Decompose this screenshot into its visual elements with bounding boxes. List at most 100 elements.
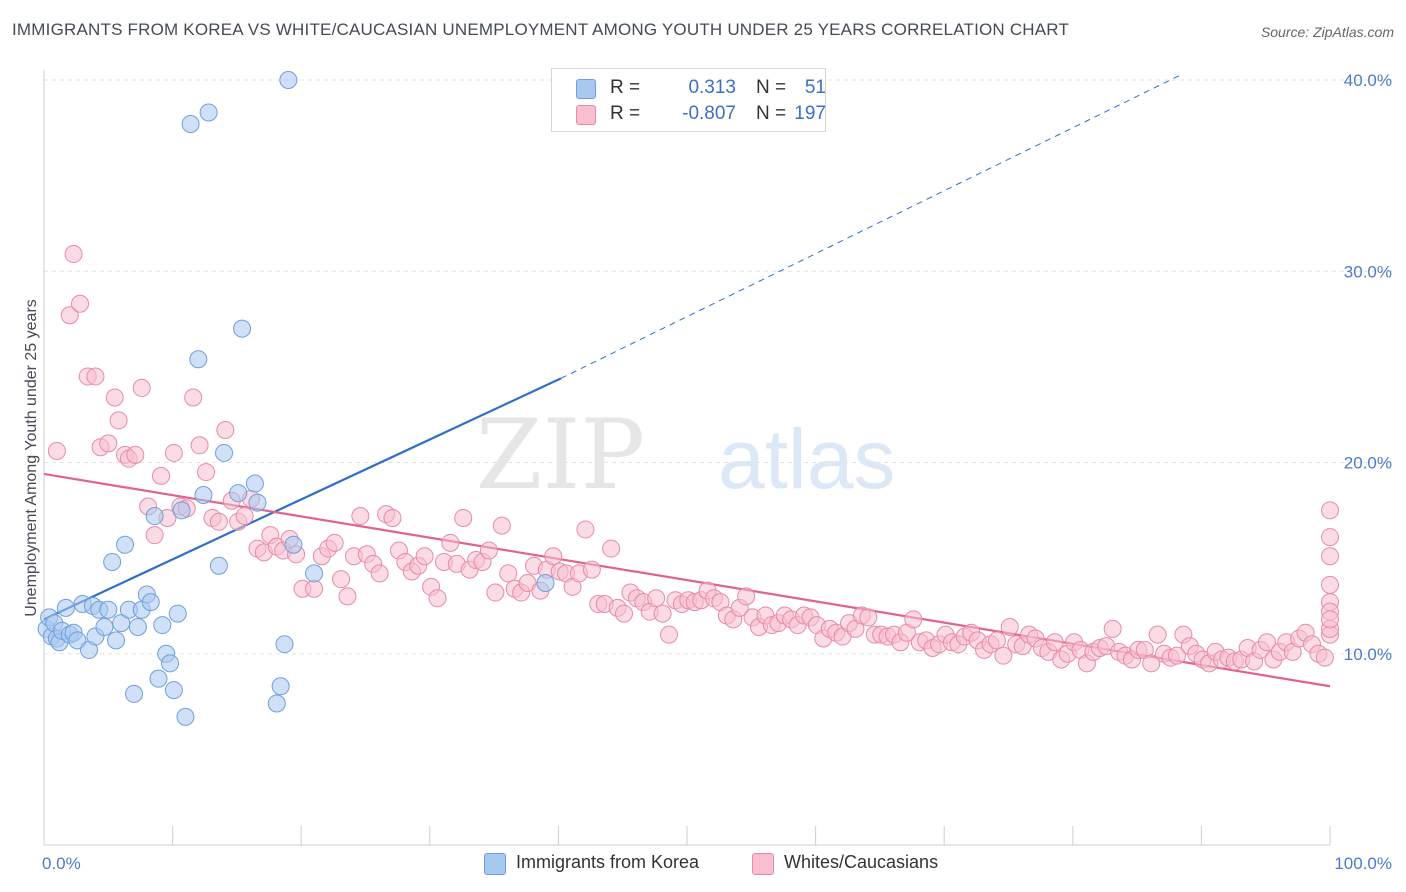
korea-point: [145, 507, 164, 526]
korea-point: [176, 707, 195, 726]
whites-point: [1321, 547, 1339, 566]
korea-point: [536, 573, 555, 592]
korea-point: [99, 600, 118, 619]
korea-point: [229, 484, 248, 503]
whites-point: [492, 516, 511, 535]
whites-point: [653, 604, 672, 623]
whites-point: [1321, 610, 1339, 629]
whites-point: [152, 466, 171, 485]
whites-point: [190, 436, 209, 455]
whites-point: [164, 443, 183, 462]
whites-point: [647, 589, 666, 608]
whites-point: [994, 646, 1013, 665]
watermark: ZIP atlas: [476, 399, 896, 511]
watermark-atlas: atlas: [718, 412, 895, 506]
bottom-legend-swatch-korea: [484, 853, 506, 875]
whites-point: [582, 560, 601, 579]
whites-point: [86, 367, 105, 386]
korea-point: [168, 604, 187, 623]
immigrants-korea-points: [37, 71, 555, 726]
legend-n-value: 51: [804, 77, 826, 98]
whites-point: [454, 508, 473, 527]
gridlines: [44, 79, 1392, 655]
whites-point: [305, 579, 324, 598]
korea-point: [248, 493, 267, 512]
whites-point: [479, 541, 498, 560]
korea-point: [107, 631, 126, 650]
legend-r-value: 0.313: [688, 77, 736, 98]
bottom-legend-swatch-whites: [752, 853, 774, 875]
whites-point: [987, 631, 1006, 650]
whites-point: [441, 533, 460, 552]
korea-point: [199, 103, 218, 122]
whites-point: [71, 294, 90, 313]
korea-point: [125, 684, 144, 703]
y-tick-label: 20.0%: [1344, 454, 1392, 473]
whites-point: [145, 526, 164, 545]
korea-point: [128, 617, 147, 636]
korea-point: [95, 617, 114, 636]
whites-point: [1167, 646, 1186, 665]
korea-point: [245, 474, 264, 493]
whites-point: [1315, 648, 1334, 667]
y-tick-labels: 10.0% 20.0% 30.0% 40.0%: [1344, 71, 1392, 664]
whites-point: [332, 570, 351, 589]
whites-point: [486, 583, 505, 602]
bottom-legend-label-whites: Whites/Caucasians: [784, 852, 939, 872]
legend-swatch-korea: [576, 79, 596, 99]
whites-caucasians-points: [47, 245, 1339, 673]
whites-point: [1045, 633, 1064, 652]
korea-point: [161, 654, 180, 673]
whites-point: [1142, 654, 1161, 673]
whites-point: [325, 533, 344, 552]
whites-point: [47, 442, 66, 461]
x-tick-label-min: 0.0%: [42, 854, 81, 873]
korea-point: [172, 501, 191, 520]
korea-point: [112, 614, 131, 633]
legend-n-value: 197: [794, 103, 826, 124]
chart-title: IMMIGRANTS FROM KOREA VS WHITE/CAUCASIAN…: [12, 20, 1070, 39]
korea-point: [233, 319, 252, 338]
whites-point: [614, 604, 633, 623]
x-ticks: [43, 826, 1331, 845]
whites-point: [132, 378, 151, 397]
whites-point: [216, 420, 235, 439]
whites-point: [428, 589, 447, 608]
bottom-legend-label-korea: Immigrants from Korea: [516, 852, 700, 872]
source-label: Source: ZipAtlas.com: [1260, 24, 1394, 40]
korea-trend-extension: [560, 73, 1183, 379]
whites-point: [602, 539, 621, 558]
korea-point: [149, 669, 168, 688]
whites-point: [99, 434, 118, 453]
whites-point: [737, 587, 756, 606]
whites-point: [338, 587, 357, 606]
whites-point: [351, 507, 370, 526]
whites-point: [1321, 528, 1339, 547]
whites-point: [1103, 619, 1122, 638]
korea-point: [164, 681, 183, 700]
korea-point: [141, 593, 160, 612]
whites-point: [60, 306, 79, 325]
korea-point: [284, 535, 303, 554]
whites-point: [859, 608, 878, 627]
korea-point: [209, 556, 228, 575]
whites-point: [415, 547, 434, 566]
y-axis-label: Unemployment Among Youth under 25 years: [23, 299, 40, 617]
legend-r-label: R =: [610, 103, 641, 124]
whites-point: [209, 512, 228, 531]
legend: R = 0.313 N = 51 R = -0.807 N = 197: [551, 68, 826, 132]
whites-point: [64, 245, 83, 264]
legend-n-label: N =: [756, 103, 787, 124]
korea-point: [275, 635, 294, 654]
korea-point: [305, 564, 324, 583]
whites-point: [1321, 575, 1339, 594]
korea-point: [194, 486, 213, 505]
whites-point: [1148, 625, 1167, 644]
whites-point: [659, 625, 678, 644]
legend-r-label: R =: [610, 77, 641, 98]
watermark-zip: ZIP: [476, 399, 645, 511]
korea-point: [103, 552, 122, 571]
korea-point: [56, 598, 75, 617]
whites-point: [197, 463, 216, 482]
legend-r-value: -0.807: [682, 103, 736, 124]
